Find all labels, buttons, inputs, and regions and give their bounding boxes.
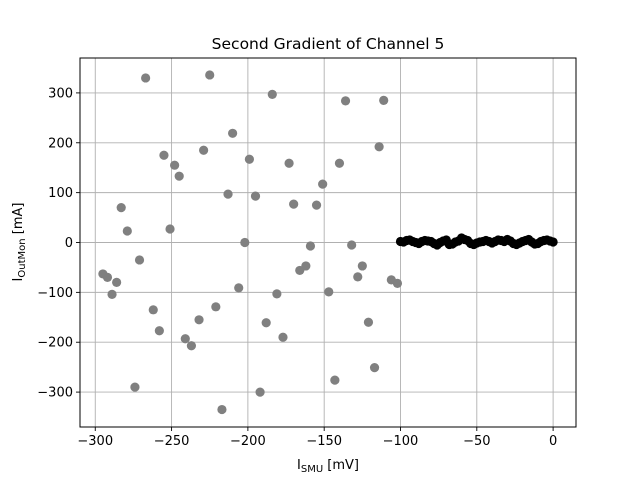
x-axis-label-unit: [mV]	[323, 458, 359, 473]
gray-data-point	[289, 199, 299, 209]
gray-data-point	[255, 387, 265, 397]
y-tick-label: 200	[48, 136, 73, 151]
gray-data-point	[211, 302, 221, 312]
y-axis-ticks: −300 −200 −100 0 100 200 300	[37, 86, 80, 401]
gray-data-point	[240, 237, 250, 248]
gray-data-point	[374, 142, 384, 152]
gray-data-point	[159, 150, 169, 160]
gray-data-point	[154, 326, 164, 336]
x-tick-label: −50	[463, 434, 490, 449]
gray-data-point	[165, 224, 175, 234]
gray-data-point	[112, 277, 122, 287]
gray-data-point	[334, 158, 345, 168]
gray-data-point	[217, 404, 227, 415]
gray-data-point	[223, 189, 233, 199]
gray-data-point	[357, 261, 367, 271]
gray-data-point	[330, 375, 340, 385]
gray-data-point	[363, 317, 374, 327]
y-tick-label: 0	[65, 236, 73, 251]
y-tick-label: −100	[37, 286, 73, 301]
y-axis-label-sub: OutMon	[17, 238, 28, 277]
x-tick-label: −150	[306, 434, 342, 449]
gray-data-point	[174, 171, 184, 181]
gray-data-point	[267, 89, 277, 100]
x-tick-label: −200	[230, 434, 266, 449]
x-axis-ticks: −300 −250 −200 −150 −100 −50 0	[77, 427, 557, 449]
gray-data-point	[340, 96, 351, 106]
gray-data-point	[301, 261, 311, 271]
gray-data-point	[318, 179, 328, 189]
gray-data-point	[353, 272, 363, 282]
y-tick-label: −300	[37, 386, 73, 401]
y-tick-label: 300	[48, 86, 73, 101]
x-axis-label-main: I	[297, 458, 301, 473]
gray-data-point	[122, 226, 132, 236]
gray-data-point	[130, 382, 140, 392]
y-tick-label: 100	[48, 186, 73, 201]
gray-data-point	[134, 255, 145, 265]
gray-data-point	[369, 363, 380, 373]
gray-data-point	[148, 305, 158, 315]
y-axis-label: IOutMon [mA]	[11, 203, 28, 282]
gray-data-point	[186, 341, 197, 351]
gray-data-point	[347, 240, 357, 250]
y-axis-label-unit: [mA]	[11, 203, 26, 239]
gray-data-point	[244, 154, 255, 164]
gray-data-point	[261, 318, 271, 328]
x-tick-label: −250	[154, 434, 190, 449]
gray-data-point	[205, 70, 215, 80]
gray-data-point	[199, 145, 209, 155]
y-tick-label: −200	[37, 336, 73, 351]
gray-data-point	[102, 272, 113, 283]
chart-title: Second Gradient of Channel 5	[212, 35, 445, 53]
gray-data-point	[324, 287, 334, 297]
gray-data-point	[180, 334, 190, 344]
data-points	[98, 70, 558, 415]
black-data-point	[548, 237, 558, 247]
x-tick-label: −100	[383, 434, 419, 449]
gray-data-point	[311, 200, 322, 210]
gray-data-point	[228, 128, 238, 138]
gray-data-point	[284, 158, 294, 168]
gray-data-point	[272, 289, 282, 299]
gray-data-point	[116, 202, 126, 213]
x-axis-label-sub: SMU	[301, 464, 323, 475]
gray-data-point	[379, 95, 389, 105]
gray-data-point	[194, 315, 204, 325]
x-tick-label: −300	[77, 434, 113, 449]
gray-data-point	[250, 191, 261, 201]
x-axis-label: ISMU [mV]	[297, 458, 359, 475]
gray-data-point	[234, 283, 244, 293]
x-tick-label: 0	[549, 434, 557, 449]
gray-data-point	[141, 73, 151, 83]
gray-data-point	[305, 241, 316, 251]
y-axis-label-main: I	[11, 278, 26, 282]
gray-data-point	[392, 278, 403, 288]
gray-data-point	[107, 289, 117, 299]
gray-data-point	[170, 160, 180, 170]
gray-data-point	[278, 332, 288, 342]
